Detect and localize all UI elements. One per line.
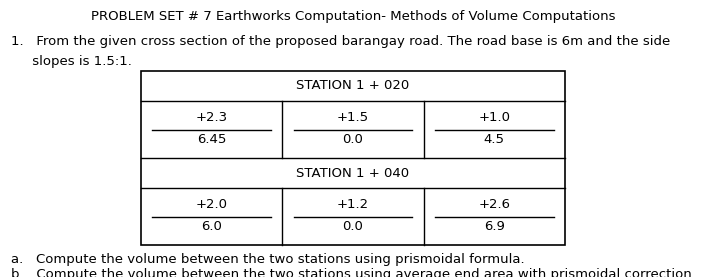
Text: STATION 1 + 020: STATION 1 + 020: [297, 79, 409, 93]
Text: 1.   From the given cross section of the proposed barangay road. The road base i: 1. From the given cross section of the p…: [11, 35, 670, 48]
Text: +1.2: +1.2: [337, 198, 369, 211]
Text: +1.0: +1.0: [478, 111, 510, 124]
Text: PROBLEM SET # 7 Earthworks Computation- Methods of Volume Computations: PROBLEM SET # 7 Earthworks Computation- …: [91, 10, 615, 23]
Text: slopes is 1.5:1.: slopes is 1.5:1.: [11, 55, 131, 68]
Text: 0.0: 0.0: [342, 220, 364, 233]
Text: 6.45: 6.45: [197, 133, 227, 146]
Bar: [141, 71, 565, 245]
Text: 6.0: 6.0: [201, 220, 222, 233]
Text: 0.0: 0.0: [342, 133, 364, 146]
Text: +2.0: +2.0: [196, 198, 228, 211]
Text: b.   Compute the volume between the two stations using average end area with pri: b. Compute the volume between the two st…: [11, 268, 695, 277]
Text: STATION 1 + 040: STATION 1 + 040: [297, 167, 409, 180]
Text: +1.5: +1.5: [337, 111, 369, 124]
Text: +2.3: +2.3: [196, 111, 228, 124]
Text: 4.5: 4.5: [484, 133, 505, 146]
Text: +2.6: +2.6: [478, 198, 510, 211]
Text: a.   Compute the volume between the two stations using prismoidal formula.: a. Compute the volume between the two st…: [11, 253, 525, 266]
Text: 6.9: 6.9: [484, 220, 505, 233]
